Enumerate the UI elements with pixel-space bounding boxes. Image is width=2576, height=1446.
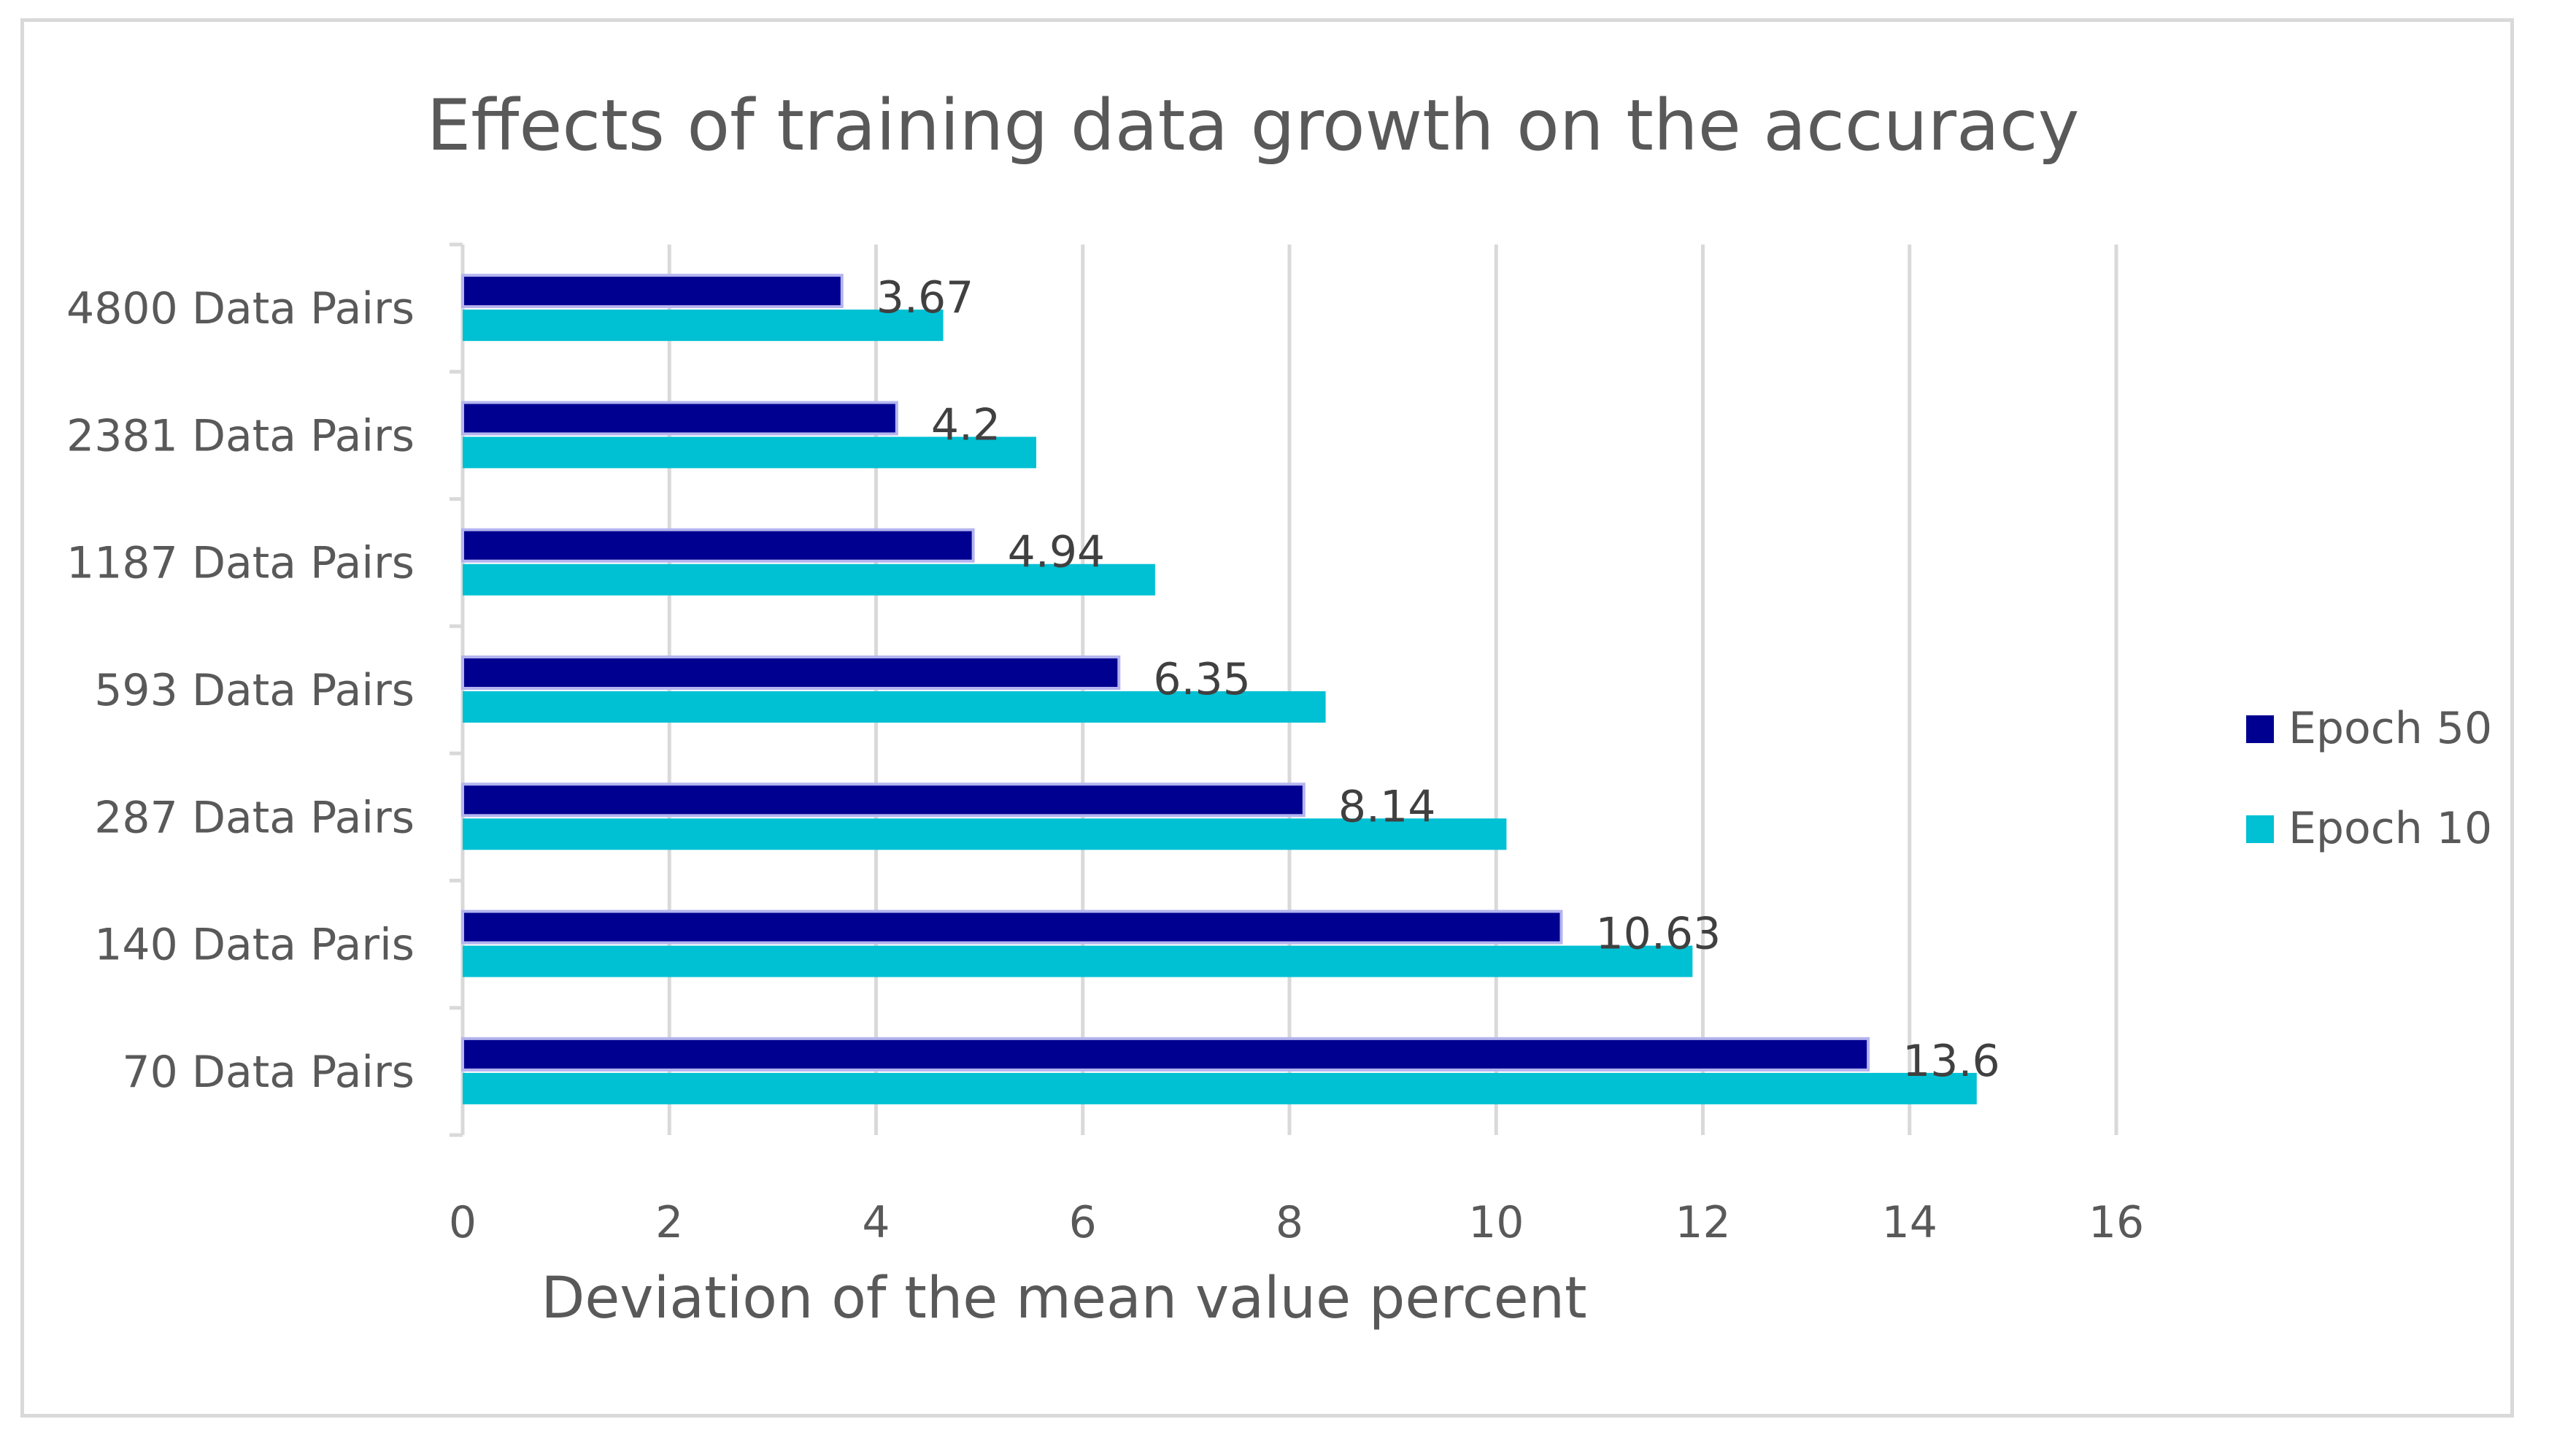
x-tick-label: 10 (1468, 1197, 1524, 1248)
bar-epoch-10 (463, 309, 944, 342)
bar-epoch-10 (463, 691, 1326, 723)
data-label-epoch-50: 6.35 (1153, 654, 1251, 705)
category-label: 287 Data Pairs (94, 792, 414, 843)
bar-epoch-50 (461, 909, 1563, 945)
data-label-epoch-50: 13.6 (1902, 1036, 2000, 1087)
bar-epoch-50 (461, 1037, 1870, 1072)
data-label-epoch-50: 3.67 (876, 272, 974, 323)
bar-epoch-10 (463, 437, 1037, 469)
x-tick-label: 8 (1276, 1197, 1303, 1248)
legend-label: Epoch 50 (2288, 703, 2492, 754)
bar-epoch-50 (461, 782, 1306, 818)
x-tick-label: 6 (1069, 1197, 1097, 1248)
chart-svg: Effects of training data growth on the a… (66, 85, 2492, 1331)
legend-swatch (2246, 815, 2274, 843)
x-tick-label: 4 (862, 1197, 890, 1248)
data-label-epoch-50: 4.2 (931, 399, 1000, 450)
x-tick-label: 16 (2089, 1197, 2144, 1248)
bar-epoch-10 (463, 818, 1507, 850)
y-axis (450, 242, 465, 1137)
category-label: 4800 Data Pairs (66, 283, 414, 334)
category-label: 2381 Data Pairs (66, 410, 414, 461)
category-label: 140 Data Paris (94, 920, 414, 971)
bar-epoch-50 (461, 655, 1121, 690)
bar-epoch-10 (463, 1072, 1977, 1104)
data-label-epoch-50: 4.94 (1008, 527, 1106, 578)
legend-swatch (2246, 715, 2274, 743)
x-tick-label: 0 (449, 1197, 477, 1248)
bars (461, 274, 1977, 1104)
category-label: 1187 Data Pairs (66, 538, 414, 589)
data-label-epoch-50: 10.63 (1595, 909, 1721, 960)
bar-epoch-50 (461, 528, 975, 563)
x-axis-title: Deviation of the mean value percent (541, 1266, 1586, 1331)
x-tick-label: 14 (1882, 1197, 1937, 1248)
bar-epoch-50 (461, 401, 898, 436)
labels: 0 2 4 6 8 10 12 14 16 4800 Data Pairs 2381 Data Pa… (66, 272, 2144, 1248)
legend: Epoch 50 Epoch 10 (2246, 703, 2492, 854)
x-tick-label: 12 (1675, 1197, 1730, 1248)
bar-epoch-50 (461, 274, 844, 309)
chart-title: Effects of training data growth on the a… (427, 85, 2080, 166)
x-tick-label: 2 (655, 1197, 683, 1248)
chart-frame: Effects of training data growth on the a… (20, 18, 2514, 1418)
category-label: 593 Data Pairs (94, 665, 414, 716)
data-label-epoch-50: 8.14 (1338, 781, 1436, 832)
bar-epoch-10 (463, 945, 1693, 977)
bar-epoch-10 (463, 564, 1155, 596)
legend-label: Epoch 10 (2288, 803, 2492, 854)
category-label: 70 Data Pairs (122, 1047, 414, 1098)
